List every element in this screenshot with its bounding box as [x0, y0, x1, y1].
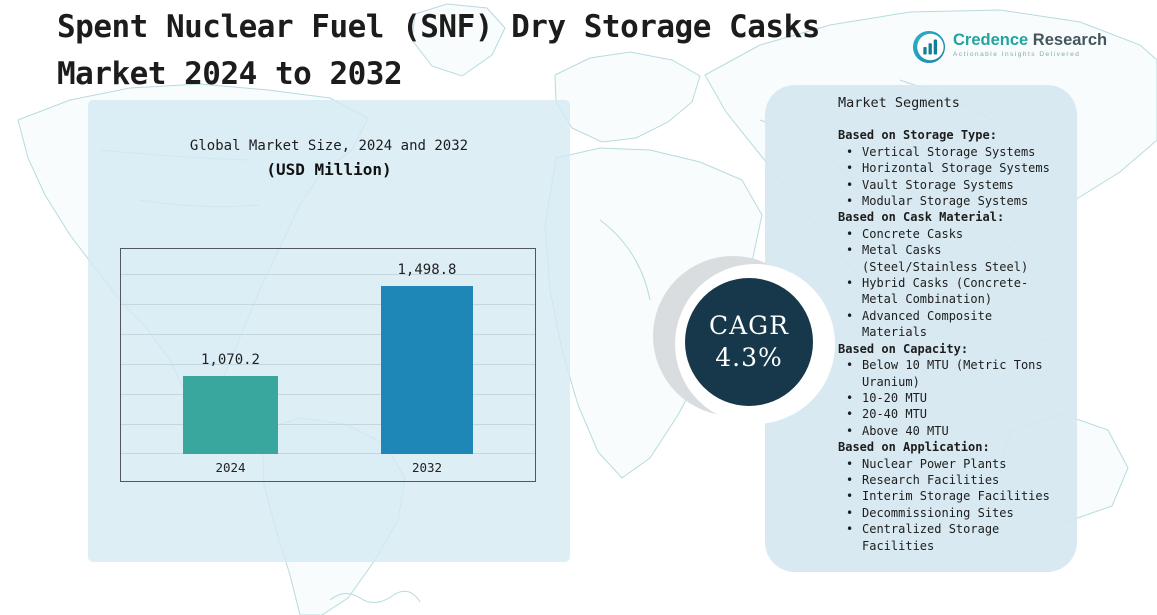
page-title-line1: Spent Nuclear Fuel (SNF) Dry Storage Cas…: [57, 9, 820, 45]
cagr-label: CAGR: [709, 310, 789, 340]
chart-panel: Global Market Size, 2024 and 2032 (USD M…: [88, 100, 570, 562]
segment-item-label: Advanced Composite Materials: [862, 308, 993, 340]
bullet-icon: •: [846, 144, 854, 159]
cagr-value: 4.3%: [715, 343, 783, 372]
segment-item-label: Vertical Storage Systems: [862, 144, 1036, 159]
chart-title: Global Market Size, 2024 and 2032: [189, 138, 469, 154]
segment-item-label: Vault Storage Systems: [862, 177, 1014, 192]
segment-item: • Research Facilities: [838, 472, 1058, 488]
brand-tagline: Actionable Insights Delivered: [953, 51, 1081, 58]
gridline: [121, 334, 535, 335]
segment-group-heading: Based on Capacity:: [838, 341, 969, 356]
gridline: [121, 424, 535, 425]
segment-item-label: 20-40 MTU: [862, 407, 928, 422]
segment-item: • Concrete Casks: [838, 226, 1058, 242]
chart-plot-area: 1,070.2 1,498.8: [121, 249, 535, 454]
segment-item: • 20-40 MTU: [838, 406, 1058, 422]
bullet-icon: •: [846, 276, 854, 291]
segment-item: • Nuclear Power Plants: [838, 456, 1058, 472]
segment-item: • Above 40 MTU: [838, 423, 1058, 439]
bar-chart: 1,070.2 1,498.8 2024 2032: [120, 248, 536, 482]
bullet-icon: •: [846, 489, 854, 504]
bullet-icon: •: [846, 407, 854, 422]
bar-value-label: 1,498.8: [397, 262, 457, 279]
page-title: Spent Nuclear Fuel (SNF) Dry Storage Cas…: [57, 4, 820, 98]
segment-item-label: Above 40 MTU: [862, 423, 949, 438]
segment-group-heading: Based on Application:: [838, 440, 990, 455]
brand-name-research: Research: [1032, 31, 1108, 49]
bullet-icon: •: [846, 308, 854, 323]
map-greenland: [411, 3, 506, 77]
segment-item-label: 10-20 MTU: [862, 390, 928, 405]
segment-groups: Based on Storage Type: • Vertical Storage …: [838, 127, 1058, 554]
segment-item: • Decommissioning Sites: [838, 505, 1058, 521]
segment-item: • Horizontal Storage Systems: [838, 160, 1058, 176]
segment-item-label: Below 10 MTU (Metric Tons Uranium): [862, 358, 1043, 389]
segment-item-label: Nuclear Power Plants: [862, 456, 1007, 471]
bullet-icon: •: [846, 423, 854, 438]
segment-item-label: Centralized Storage Facilities: [862, 522, 1000, 553]
segment-item: • Centralized Storage Facilities: [838, 521, 1058, 554]
chart-x-axis: 2024 2032: [121, 454, 535, 482]
segment-item: • 10-20 MTU: [838, 390, 1058, 406]
bullet-icon: •: [846, 358, 854, 373]
gridline: [121, 453, 535, 454]
chart-subtitle: (USD Million): [266, 160, 392, 179]
bullet-icon: •: [846, 456, 854, 471]
segment-item-label: Horizontal Storage Systems: [862, 161, 1050, 176]
cagr-badge: CAGR 4.3%: [685, 278, 813, 406]
bullet-icon: •: [846, 390, 854, 405]
segment-item: • Below 10 MTU (Metric Tons Uranium): [838, 357, 1058, 390]
gridline: [121, 394, 535, 395]
bullet-icon: •: [846, 177, 854, 192]
segment-item: • Advanced Composite Materials: [838, 308, 1058, 341]
segment-group-heading: Based on Storage Type:: [838, 128, 997, 143]
bullet-icon: •: [846, 472, 854, 487]
map-bottom-squiggle: [329, 590, 421, 603]
bar-2032: [381, 286, 473, 454]
segment-item: • Modular Storage Systems: [838, 193, 1058, 209]
bullet-icon: •: [846, 505, 854, 520]
brand-logo-text: Credence Research Actionable Insights De…: [953, 30, 1107, 58]
gridline: [121, 364, 535, 365]
segment-item-label: Research Facilities: [862, 472, 1000, 487]
segment-item-label: Interim Storage Facilities: [862, 489, 1050, 504]
bullet-icon: •: [846, 226, 854, 241]
segment-item-label: Metal Casks (Steel/Stainless Steel): [862, 243, 1029, 274]
segment-item: • Metal Casks (Steel/Stainless Steel): [838, 242, 1058, 275]
segment-item: • Interim Storage Facilities: [838, 488, 1058, 504]
bullet-icon: •: [846, 161, 854, 176]
brand-logo-icon: [912, 30, 946, 64]
segment-item-label: Concrete Casks: [862, 226, 964, 241]
bar-x-label: 2032: [411, 460, 443, 475]
segment-item-label: Hybrid Casks (Concrete-Metal Combination…: [862, 276, 1029, 307]
bar-value-label: 1,070.2: [200, 352, 260, 369]
segment-item-label: Decommissioning Sites: [862, 505, 1014, 520]
segment-group-heading: Based on Cask Material:: [838, 210, 1005, 225]
segments-title: Market Segments: [838, 95, 960, 111]
segment-item: • Vault Storage Systems: [838, 177, 1058, 193]
bar-x-label: 2024: [215, 460, 246, 475]
brand-name-credence: Credence: [953, 31, 1029, 49]
bullet-icon: •: [846, 243, 854, 258]
page-title-line2: Market 2024 to 2032: [57, 56, 403, 92]
brand-logo: Credence Research Actionable Insights De…: [912, 30, 1107, 64]
bar-2024: [183, 376, 278, 454]
gridline: [121, 274, 535, 275]
bullet-icon: •: [846, 194, 854, 209]
gridline: [121, 304, 535, 305]
bullet-icon: •: [846, 522, 854, 537]
segment-item: • Hybrid Casks (Concrete-Metal Combinatio…: [838, 275, 1058, 308]
segment-item: • Vertical Storage Systems: [838, 144, 1058, 160]
segment-item-label: Modular Storage Systems: [862, 194, 1029, 209]
